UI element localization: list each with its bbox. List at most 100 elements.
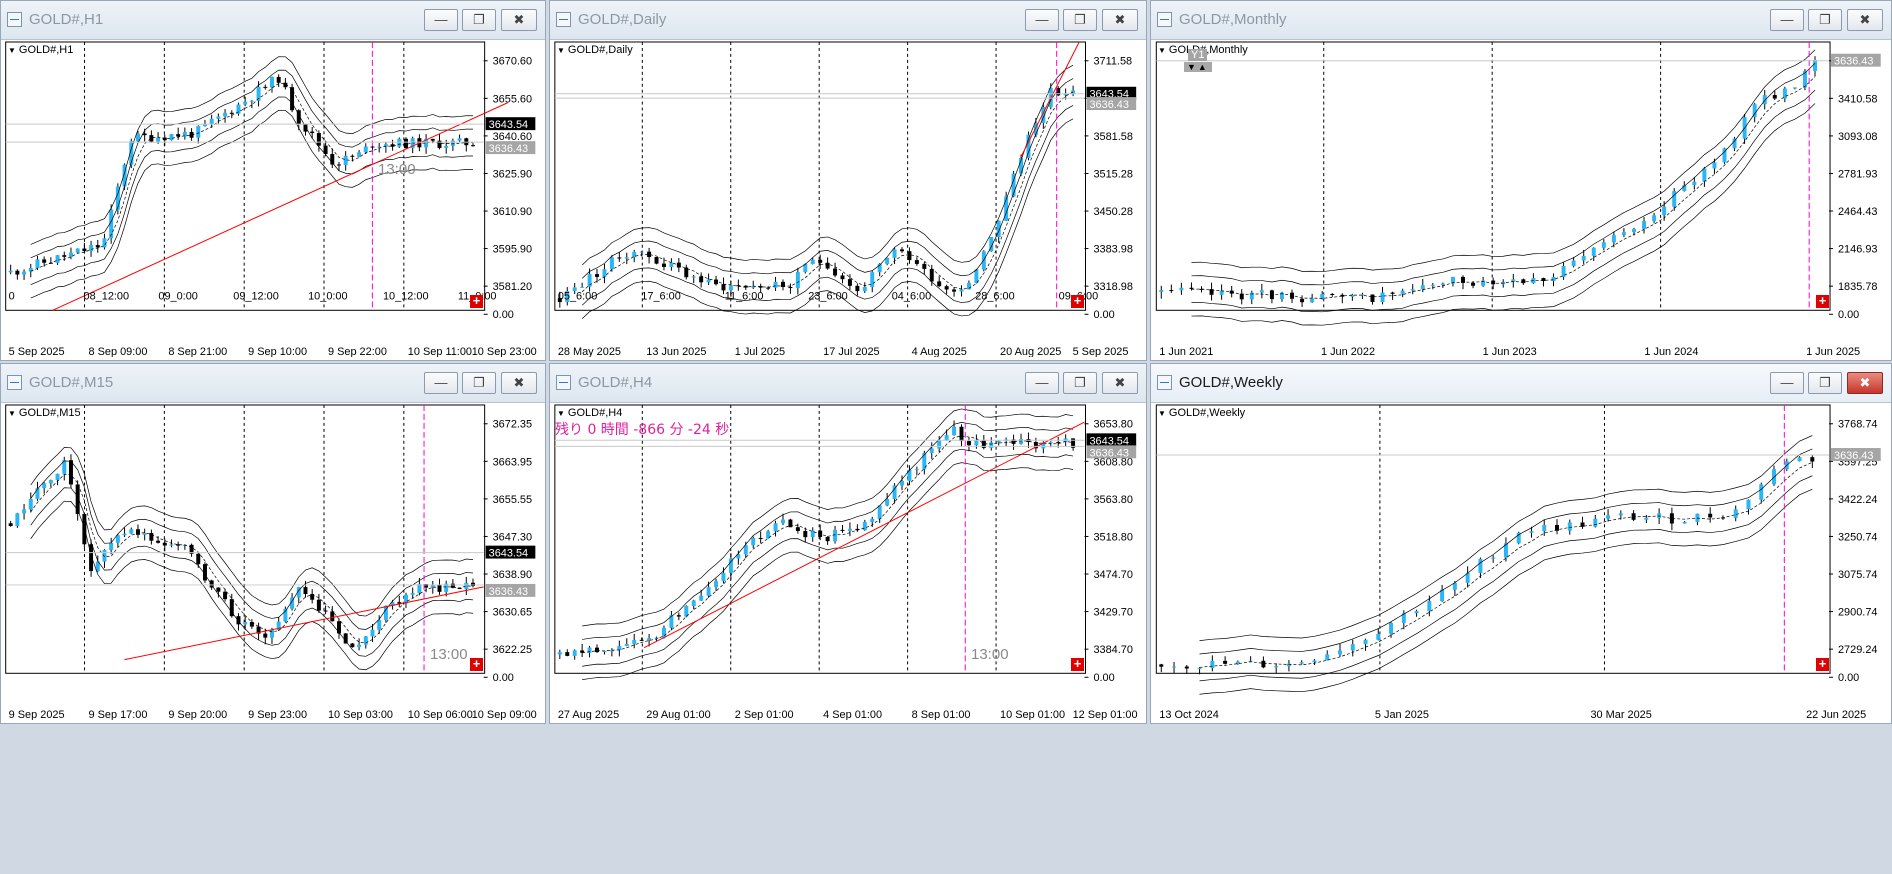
candle: [580, 282, 585, 288]
date-axis-label: 2 Sep 01:00: [735, 709, 794, 720]
date-axis-label: 13 Oct 2024: [1159, 709, 1219, 720]
window-titlebar[interactable]: GOLD#,H4 — ❐ ✖: [550, 364, 1146, 403]
scroll-arrows-icon[interactable]: ▼▲: [1184, 62, 1212, 72]
maximize-icon[interactable]: ❐: [1063, 9, 1097, 31]
indicator-band-mid: [1199, 462, 1813, 668]
price-chart[interactable]: 3768.74 3597.25 3422.24 3250.74 3075.74 2900.…: [1154, 404, 1888, 720]
minimize-icon[interactable]: —: [424, 9, 458, 31]
minimize-icon[interactable]: —: [1770, 372, 1804, 394]
window-titlebar[interactable]: GOLD#,M15 — ❐ ✖: [1, 364, 545, 403]
candle: [390, 599, 395, 610]
candle: [8, 264, 13, 275]
candle: [937, 435, 942, 452]
close-icon[interactable]: ✖: [501, 372, 537, 394]
chart-canvas[interactable]: 3672.35 3663.95 3655.55 3647.30 3638.90 3630.…: [4, 404, 542, 720]
chart-window-m15[interactable]: GOLD#,M15 — ❐ ✖ 3672.35 3663.95 3655.55 3647.30…: [0, 363, 546, 724]
date-axis-label: 20 Aug 2025: [1000, 346, 1061, 357]
candle: [1401, 610, 1406, 630]
candle: [8, 520, 13, 527]
price-tick-label: 1835.78: [1838, 281, 1877, 293]
candle: [176, 541, 181, 551]
maximize-icon[interactable]: ❐: [1063, 372, 1097, 394]
candle: [336, 161, 341, 172]
chart-canvas[interactable]: 3768.743597.253422.243250.743075.742900.…: [1154, 404, 1888, 720]
date-axis-label: 4 Sep 01:00: [823, 709, 882, 720]
candle: [1759, 482, 1764, 504]
symbol-label[interactable]: GOLD#,H1: [8, 44, 73, 56]
add-object-icon[interactable]: +: [1071, 294, 1084, 308]
chart-window-mn[interactable]: GOLD#,Monthly—❐✖3728.063410.583093.08278…: [1150, 0, 1892, 361]
indicator-band-up2: [30, 447, 474, 617]
price-chart[interactable]: 3672.35 3663.95 3655.55 3647.30 3638.90 3630.…: [4, 404, 542, 720]
date-axis-label: 1 Jun 2021: [1159, 346, 1213, 357]
chart-window-d1[interactable]: GOLD#,Daily—❐✖3711.583646.583581.583515.…: [549, 0, 1147, 361]
add-object-icon[interactable]: +: [470, 294, 483, 308]
chart-window-h4[interactable]: GOLD#,H4— ❐ ✖ 3653.80 3608.80 3563.80 3518.80 3…: [549, 363, 1147, 724]
price-chart[interactable]: 3653.80 3608.80 3563.80 3518.80 3474.70 3429.…: [553, 404, 1143, 720]
minimize-icon[interactable]: —: [1025, 372, 1059, 394]
price-chart[interactable]: 3728.063410.583093.082781.932464.432146.…: [1154, 41, 1888, 357]
price-chart[interactable]: 3670.60 3655.60 3640.60 3625.90 3610.90 3595.…: [4, 41, 542, 357]
maximize-icon[interactable]: ❐: [1808, 372, 1842, 394]
maximize-icon[interactable]: ❐: [462, 9, 496, 31]
chart-window-w1[interactable]: GOLD#,Weekly — ❐ ✖ 3768.74 3597.25 3422.24 3250…: [1150, 363, 1892, 724]
candle: [818, 254, 823, 269]
price-tick-label: 2146.93: [1838, 244, 1877, 256]
add-object-icon[interactable]: +: [470, 657, 483, 671]
chart-window-h1[interactable]: GOLD#,H1— ❐ ✖ 3670.60 3655.60 3640.60 3625.90 3…: [0, 0, 546, 361]
indicator-band-mid: [581, 91, 1074, 293]
price-tick-label: 3515.28: [1093, 168, 1132, 180]
window-titlebar[interactable]: GOLD#,H1 — ❐ ✖: [1, 1, 545, 40]
candle: [855, 524, 860, 532]
price-tick-label: 3655.55: [493, 494, 532, 506]
candle: [330, 148, 335, 169]
window-titlebar[interactable]: GOLD#,Daily — ❐ ✖: [550, 1, 1146, 40]
minimize-icon[interactable]: —: [1025, 9, 1059, 31]
date-axis-label: 22 Jun 2025: [1806, 709, 1866, 720]
candle: [1004, 191, 1009, 222]
candle: [758, 531, 763, 544]
chart-canvas[interactable]: 3711.583646.583581.583515.283450.283383.…: [553, 41, 1143, 357]
symbol-label[interactable]: GOLD#,Daily: [557, 44, 633, 56]
candle: [1542, 519, 1547, 536]
close-icon[interactable]: ✖: [1102, 372, 1138, 394]
candle: [989, 236, 994, 252]
maximize-icon[interactable]: ❐: [1808, 9, 1842, 31]
candle: [1312, 659, 1317, 666]
minimize-icon[interactable]: —: [1770, 9, 1804, 31]
minimize-icon[interactable]: —: [424, 372, 458, 394]
window-titlebar[interactable]: GOLD#,Monthly — ❐ ✖: [1151, 1, 1891, 40]
symbol-label[interactable]: GOLD#,M15: [8, 407, 81, 419]
candle: [176, 127, 181, 140]
price-tick-label: 3450.28: [1093, 206, 1132, 218]
add-object-icon[interactable]: +: [1071, 657, 1084, 671]
candle: [1450, 276, 1455, 287]
time-marker-label: 13:00: [430, 646, 468, 663]
maximize-icon[interactable]: ❐: [462, 372, 496, 394]
candle: [229, 110, 234, 119]
candle: [1516, 531, 1521, 545]
candle: [1026, 131, 1031, 161]
chart-canvas[interactable]: 3653.80 3608.80 3563.80 3518.80 3474.70 3429.…: [553, 404, 1143, 720]
close-icon[interactable]: ✖: [1847, 372, 1883, 394]
candle: [1792, 87, 1797, 90]
add-object-icon[interactable]: +: [1816, 294, 1829, 308]
close-icon[interactable]: ✖: [501, 9, 537, 31]
chart-canvas[interactable]: 3670.60 3655.60 3640.60 3625.90 3610.90 3595.…: [4, 41, 542, 357]
window-titlebar[interactable]: GOLD#,Weekly — ❐ ✖: [1151, 364, 1891, 403]
candle: [587, 268, 592, 292]
chart-canvas[interactable]: 3728.063410.583093.082781.932464.432146.…: [1154, 41, 1888, 357]
candle: [1041, 102, 1046, 129]
add-object-icon[interactable]: +: [1816, 657, 1829, 671]
candle: [1330, 292, 1335, 297]
candle: [89, 539, 94, 577]
close-icon[interactable]: ✖: [1847, 9, 1883, 31]
price-tick-label: 3410.58: [1838, 93, 1877, 105]
indicator-band-dn: [30, 487, 474, 657]
close-icon[interactable]: ✖: [1102, 9, 1138, 31]
candle: [1390, 291, 1395, 300]
candle: [28, 263, 33, 278]
symbol-label[interactable]: GOLD#,H4: [557, 407, 622, 419]
price-chart[interactable]: 3711.583646.583581.583515.283450.283383.…: [553, 41, 1143, 357]
symbol-label[interactable]: GOLD#,Weekly: [1158, 407, 1245, 419]
